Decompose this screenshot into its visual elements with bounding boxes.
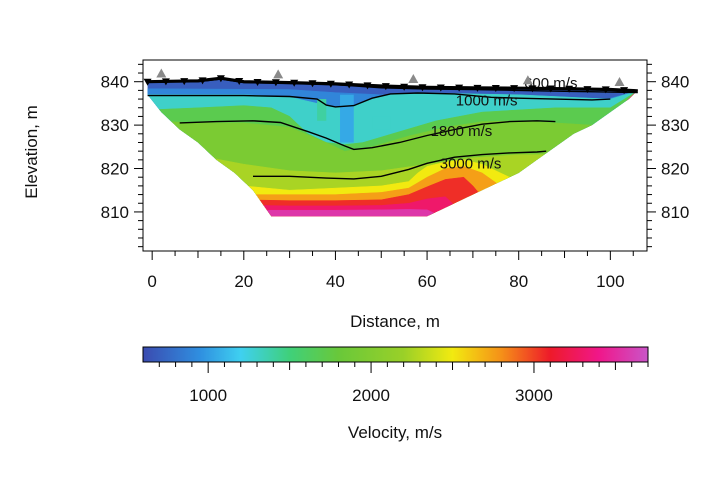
x-axis: 0 20 40 60 80 100 <box>147 251 633 291</box>
colorbar: 1000 2000 3000 Velocity, m/s <box>143 347 648 442</box>
x-tick-label-0: 0 <box>147 272 156 291</box>
x-tick-label-4: 80 <box>509 272 528 291</box>
y-left-tick-label-3: 840 <box>101 73 129 92</box>
velocity-anomaly-2 <box>372 116 390 129</box>
x-tick-label-3: 60 <box>418 272 437 291</box>
contour-label-3: 3000 m/s <box>440 156 502 173</box>
x-tick-label-5: 100 <box>596 272 624 291</box>
contour-label-1: 1000 m/s <box>456 93 518 110</box>
source-marker-2 <box>408 74 418 83</box>
y-right-tick-label-0: 810 <box>661 203 689 222</box>
y-left-tick-label-1: 820 <box>101 160 129 179</box>
y-right-tick-label-2: 830 <box>661 116 689 135</box>
source-marker-0 <box>156 68 166 77</box>
colorbar-tick-label-1: 2000 <box>352 386 390 405</box>
source-marker-4 <box>615 77 625 86</box>
y-right-tick-label-1: 820 <box>661 160 689 179</box>
colorbar-gradient <box>143 347 648 362</box>
colorbar-tick-label-2: 3000 <box>515 386 553 405</box>
colorbar-ticks: 1000 2000 3000 <box>159 362 648 405</box>
colorbar-tick-label-0: 1000 <box>189 386 227 405</box>
x-tick-label-1: 20 <box>234 272 253 291</box>
y-axis-left: 810 820 830 840 <box>101 64 143 246</box>
y-left-tick-label-2: 830 <box>101 116 129 135</box>
y-right-tick-label-3: 840 <box>661 73 689 92</box>
y-left-tick-label-0: 810 <box>101 203 129 222</box>
velocity-section <box>148 78 638 251</box>
x-tick-label-2: 40 <box>326 272 345 291</box>
contour-label-2: 1800 m/s <box>431 123 493 140</box>
velocity-layers <box>148 78 638 251</box>
colorbar-title: Velocity, m/s <box>348 423 442 442</box>
x-axis-title: Distance, m <box>350 312 440 331</box>
tomography-figure: 600 m/s1000 m/s1800 m/s3000 m/s 0 20 40 60 8… <box>0 0 728 485</box>
source-marker-1 <box>273 69 283 78</box>
y-axis-title: Elevation, m <box>22 105 41 199</box>
velocity-anomaly-1 <box>340 95 354 143</box>
y-axis-right: 810 820 830 840 <box>647 64 689 246</box>
